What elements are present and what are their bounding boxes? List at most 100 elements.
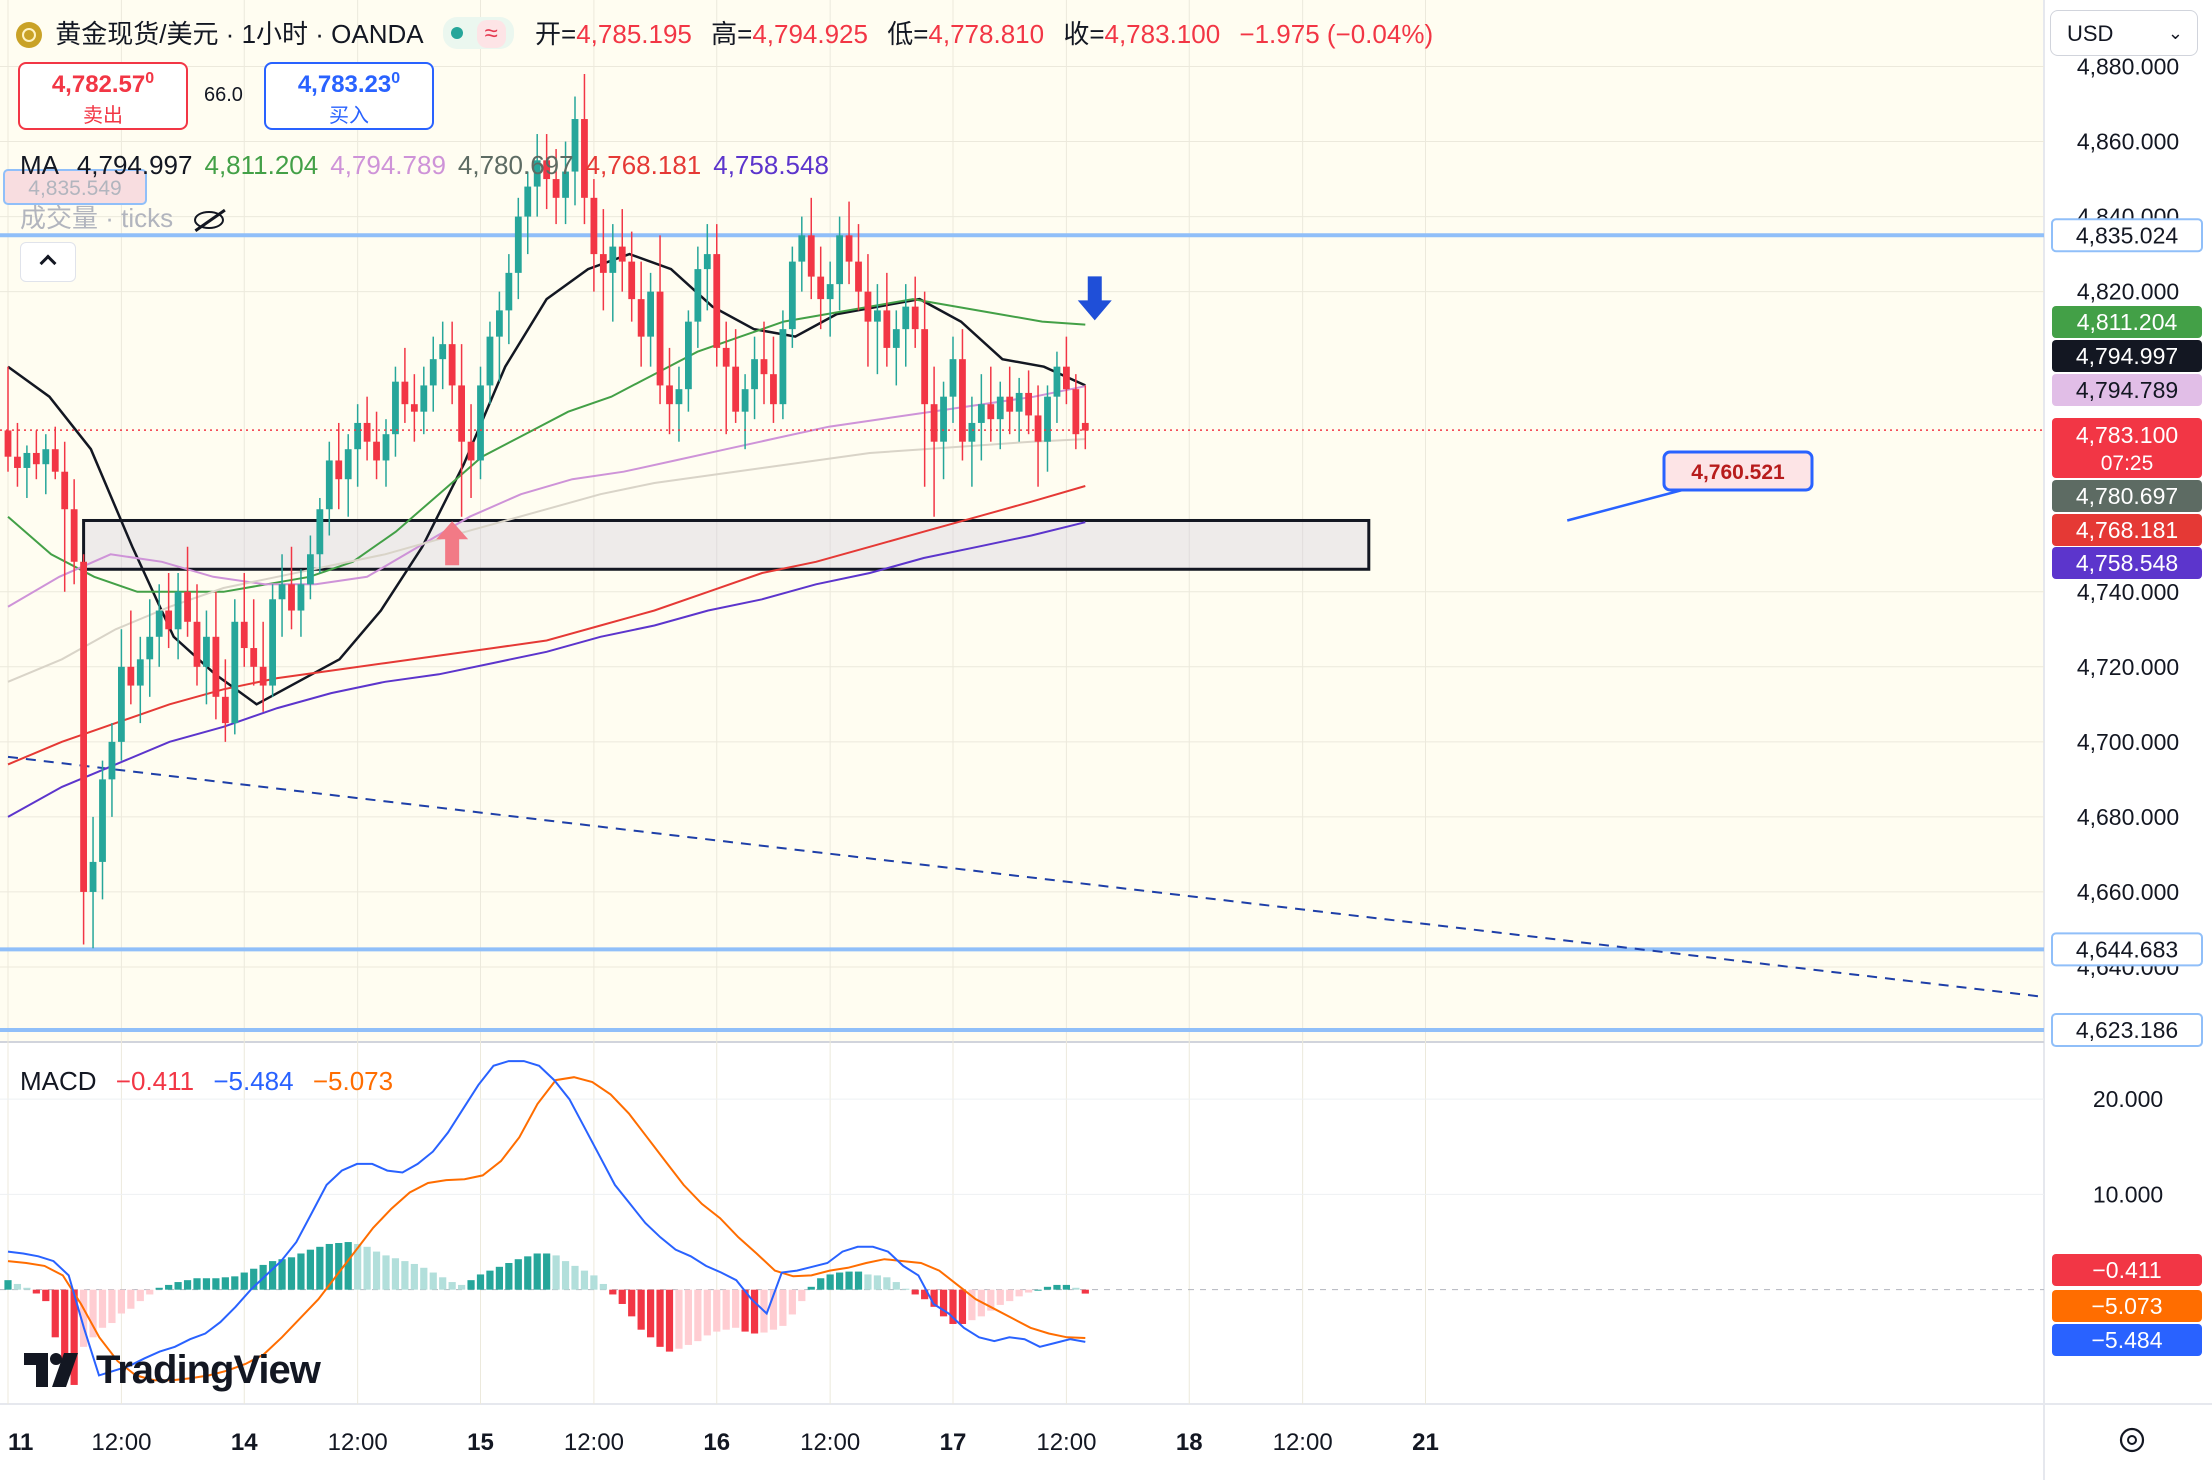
candle[interactable]: [788, 246, 796, 348]
candle[interactable]: [732, 329, 740, 423]
candle[interactable]: [259, 621, 267, 712]
candle[interactable]: [363, 396, 371, 461]
candle[interactable]: [1025, 370, 1032, 435]
candle[interactable]: [354, 404, 362, 487]
candle[interactable]: [874, 284, 881, 375]
candle[interactable]: [883, 272, 891, 367]
macd-legend[interactable]: MACD −0.411 −5.484 −5.073: [20, 1066, 393, 1097]
candle[interactable]: [1063, 336, 1070, 405]
candle[interactable]: [269, 584, 276, 697]
candle[interactable]: [628, 231, 636, 322]
candle[interactable]: [1072, 374, 1080, 450]
candle[interactable]: [996, 381, 1004, 450]
candle[interactable]: [562, 141, 569, 225]
candle[interactable]: [911, 276, 919, 348]
candle[interactable]: [155, 584, 163, 667]
candle[interactable]: [552, 149, 560, 225]
ma-legend[interactable]: MA 4,794.997 4,811.204 4,794.789 4,780.697 4…: [20, 150, 829, 181]
candle[interactable]: [240, 573, 248, 667]
candle[interactable]: [4, 366, 12, 472]
candle[interactable]: [637, 261, 645, 367]
candle[interactable]: [32, 430, 40, 480]
macd-line[interactable]: [7, 1060, 1086, 1377]
candle[interactable]: [675, 366, 683, 442]
macd-signal-line[interactable]: [7, 1076, 1086, 1382]
candle[interactable]: [618, 209, 626, 292]
buy-button[interactable]: 4,783.230 买入: [264, 62, 434, 130]
candle[interactable]: [959, 329, 966, 461]
candle[interactable]: [864, 254, 872, 367]
candle[interactable]: [1006, 366, 1014, 435]
left-price-tag-bg[interactable]: [3, 169, 147, 205]
candle[interactable]: [80, 554, 87, 945]
candle[interactable]: [1044, 385, 1051, 472]
candle[interactable]: [373, 411, 380, 480]
candle[interactable]: [448, 321, 456, 405]
candle[interactable]: [798, 216, 806, 292]
candle[interactable]: [174, 573, 182, 660]
hidden-eye-icon[interactable]: [194, 208, 226, 232]
candle[interactable]: [146, 599, 154, 697]
candle[interactable]: [892, 310, 900, 386]
candle[interactable]: [836, 216, 843, 311]
candle[interactable]: [807, 197, 815, 300]
candle[interactable]: [581, 74, 588, 225]
candle[interactable]: [231, 599, 239, 735]
candle[interactable]: [89, 816, 97, 949]
candle[interactable]: [902, 284, 910, 367]
candle[interactable]: [703, 224, 711, 311]
candle[interactable]: [42, 434, 50, 495]
candle[interactable]: [429, 336, 437, 412]
candle[interactable]: [108, 723, 116, 817]
candle[interactable]: [278, 554, 286, 637]
candle[interactable]: [968, 396, 976, 487]
candle[interactable]: [335, 422, 343, 510]
candle[interactable]: [921, 291, 929, 487]
candle[interactable]: [1081, 385, 1089, 450]
candle[interactable]: [212, 591, 220, 720]
candle[interactable]: [420, 366, 428, 435]
candle[interactable]: [1053, 351, 1061, 423]
up-arrow-marker[interactable]: [436, 521, 469, 566]
candle[interactable]: [1015, 377, 1023, 442]
candle[interactable]: [250, 599, 258, 686]
candle[interactable]: [127, 610, 135, 705]
currency-selector[interactable]: USD ⌄: [2050, 10, 2198, 56]
candle[interactable]: [855, 224, 862, 311]
tradingview-logo[interactable]: TradingView: [24, 1348, 321, 1393]
candle[interactable]: [514, 197, 522, 300]
candle[interactable]: [325, 441, 333, 536]
candle[interactable]: [685, 310, 692, 412]
candle[interactable]: [439, 321, 447, 390]
candle[interactable]: [184, 546, 191, 637]
candle[interactable]: [118, 629, 125, 761]
candle[interactable]: [590, 179, 598, 292]
candle[interactable]: [505, 254, 513, 345]
candle[interactable]: [61, 441, 69, 592]
candle[interactable]: [845, 201, 853, 285]
candle[interactable]: [722, 321, 730, 435]
candle[interactable]: [307, 535, 314, 600]
candle[interactable]: [751, 336, 758, 420]
candle[interactable]: [193, 584, 201, 686]
candle[interactable]: [467, 404, 475, 498]
candle[interactable]: [647, 272, 654, 367]
volume-legend[interactable]: 成交量 · ticks: [20, 198, 226, 235]
candle[interactable]: [70, 479, 78, 585]
candle[interactable]: [392, 366, 399, 457]
candle[interactable]: [760, 321, 768, 405]
symbol-title[interactable]: 黄金现货/美元 · 1小时 · OANDA: [55, 19, 423, 49]
candle[interactable]: [401, 347, 409, 423]
candle[interactable]: [297, 569, 305, 637]
candle[interactable]: [694, 246, 702, 348]
candle[interactable]: [543, 134, 551, 210]
candle[interactable]: [99, 760, 106, 900]
moving-average-line[interactable]: [7, 521, 1086, 818]
candle[interactable]: [51, 426, 59, 480]
candle[interactable]: [533, 134, 541, 217]
candle[interactable]: [779, 310, 787, 420]
candle[interactable]: [599, 209, 607, 311]
candle[interactable]: [136, 636, 144, 724]
candle[interactable]: [770, 336, 777, 423]
